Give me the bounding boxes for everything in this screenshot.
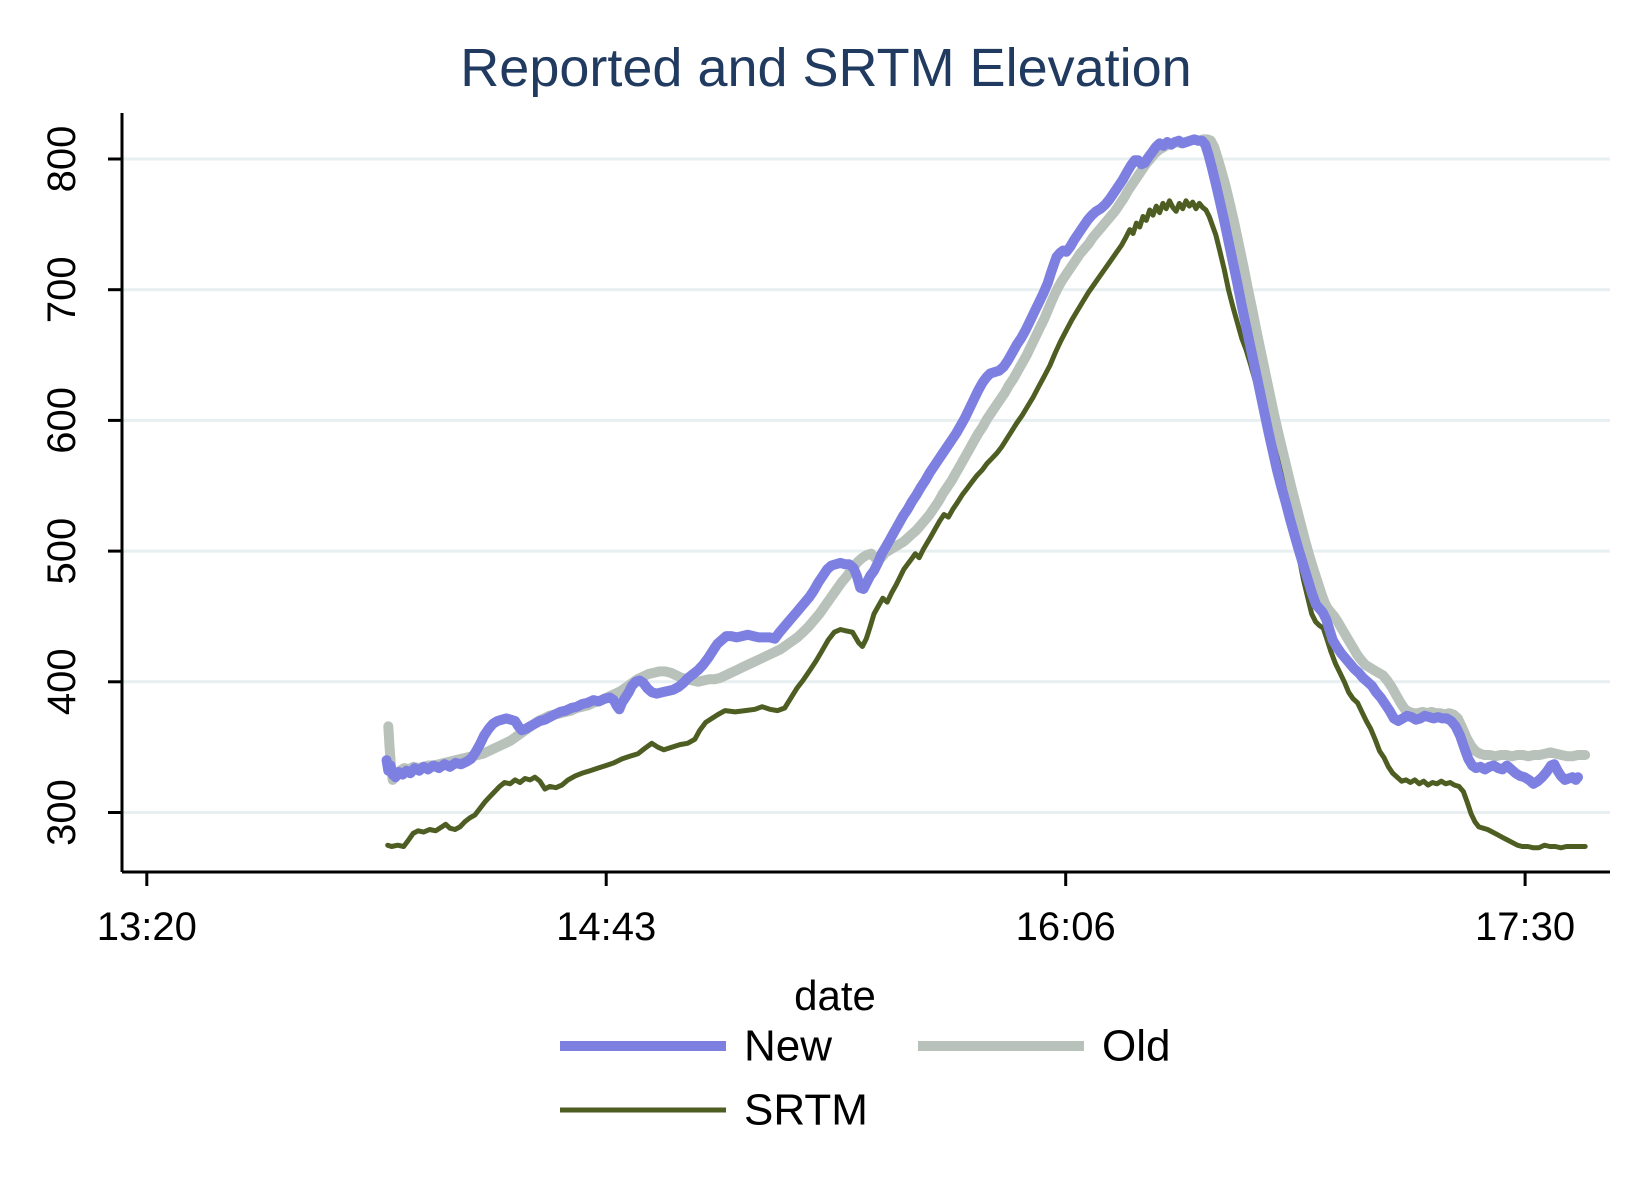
series-line-srtm — [385, 198, 1588, 851]
legend: New Old SRTM — [560, 1022, 1170, 1135]
y-tick-label: 700 — [40, 256, 84, 323]
y-tick-label: 400 — [40, 648, 84, 715]
x-tick-label: 17:30 — [1475, 905, 1575, 949]
series-lines — [381, 134, 1591, 851]
x-tick-label: 13:20 — [97, 905, 197, 949]
y-tick-label: 800 — [40, 126, 84, 193]
x-axis-label: date — [794, 972, 876, 1019]
legend-label-srtm: SRTM — [744, 1086, 868, 1135]
x-tick-label: 16:06 — [1016, 905, 1116, 949]
legend-label-new: New — [744, 1022, 832, 1071]
y-tick-label: 600 — [40, 387, 84, 454]
axes: 300 400 500 600 700 800 13:20 14:43 16:06 17:30 — [40, 113, 1610, 949]
series-line-new — [381, 134, 1583, 789]
chart-title: Reported and SRTM Elevation — [460, 38, 1191, 98]
y-tick-label: 500 — [40, 518, 84, 585]
legend-label-old: Old — [1102, 1022, 1170, 1071]
x-tick-label: 14:43 — [556, 905, 656, 949]
y-tick-label: 300 — [40, 779, 84, 846]
